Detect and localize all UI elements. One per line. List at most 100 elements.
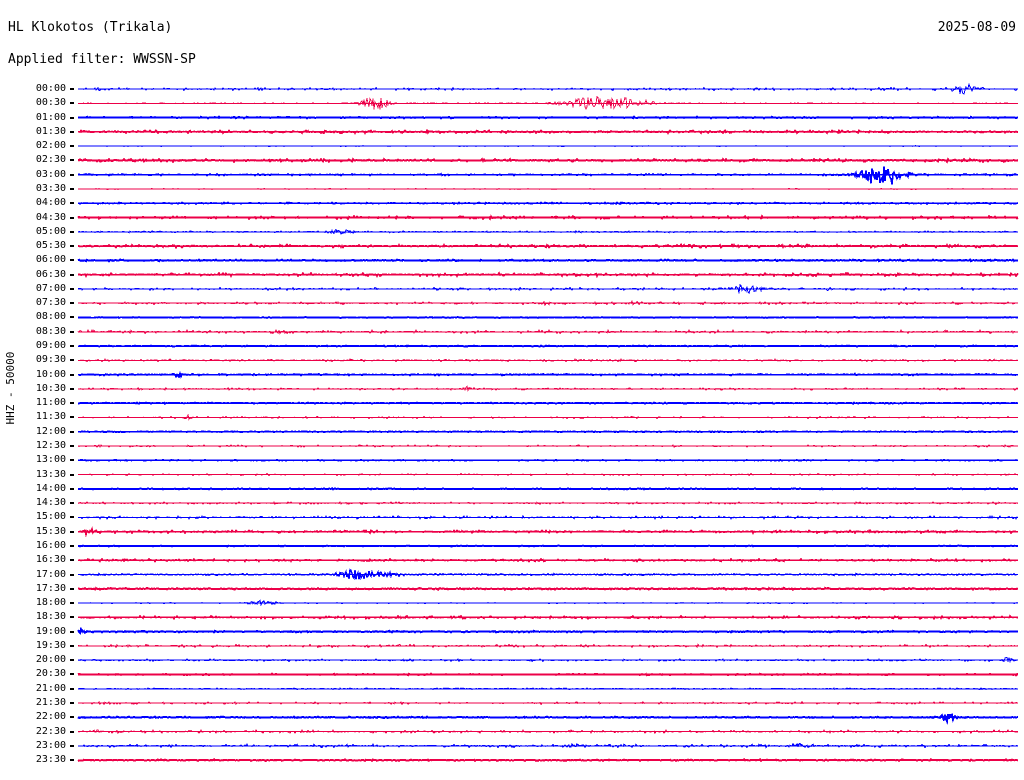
time-tick-label: 00:00 — [35, 83, 66, 94]
row-tick-mark — [70, 716, 74, 719]
time-tick-label: 14:30 — [35, 497, 66, 509]
time-tick-label: 12:30 — [35, 440, 66, 451]
row-tick-mark — [70, 587, 74, 590]
time-tick-label: 07:30 — [35, 297, 66, 309]
time-tick-label: 11:30 — [35, 411, 66, 423]
row-tick-mark — [70, 502, 74, 505]
row-tick-mark — [70, 730, 74, 733]
time-tick-label: 14:00 — [35, 482, 66, 494]
row-tick-mark — [70, 387, 74, 390]
row-tick-mark — [70, 116, 74, 119]
time-tick-label: 06:30 — [35, 268, 66, 280]
time-tick-label: 17:30 — [35, 582, 66, 594]
time-tick-label: 16:00 — [35, 539, 66, 551]
row-tick-mark — [70, 659, 74, 662]
row-tick-mark — [70, 316, 74, 319]
row-tick-mark — [70, 459, 74, 462]
row-tick-mark — [70, 616, 74, 619]
time-tick-label: 09:00 — [35, 340, 66, 352]
row-tick-mark — [70, 302, 74, 305]
row-tick-mark — [70, 273, 74, 276]
time-tick-label: 15:00 — [35, 511, 66, 523]
row-tick-mark — [70, 88, 74, 90]
time-tick-label: 20:00 — [35, 654, 66, 666]
row-tick-mark — [70, 473, 74, 476]
time-tick-label: 18:00 — [35, 597, 66, 609]
row-tick-mark — [70, 402, 74, 405]
time-tick-label: 01:00 — [35, 111, 66, 123]
time-tick-label: 12:00 — [35, 425, 66, 437]
row-tick-mark — [70, 130, 74, 133]
row-tick-mark — [70, 630, 74, 633]
time-tick-label: 05:00 — [35, 225, 66, 237]
time-tick-label: 11:00 — [35, 397, 66, 409]
row-tick-mark — [70, 187, 74, 190]
row-tick-mark — [70, 330, 74, 333]
row-tick-mark — [70, 516, 74, 519]
page-title: HL Klokotos (Trikala) — [8, 20, 173, 35]
row-tick-mark — [70, 644, 74, 647]
time-tick-label: 21:30 — [35, 697, 66, 709]
row-tick-mark — [70, 759, 74, 762]
applied-filter-label: Applied filter: WWSSN-SP — [8, 52, 196, 67]
time-tick-label: 15:30 — [35, 525, 66, 537]
time-tick-label: 05:30 — [35, 240, 66, 252]
trace-line — [77, 166, 1019, 185]
time-tick-label: 22:30 — [35, 725, 66, 737]
time-tick-label: 21:00 — [35, 682, 66, 694]
row-tick-mark — [70, 559, 74, 562]
trace-line — [77, 656, 1019, 664]
row-tick-mark — [70, 259, 74, 262]
time-tick-label: 20:30 — [35, 668, 66, 680]
time-tick-label: 02:30 — [35, 154, 66, 166]
time-tick-label: 13:00 — [35, 454, 66, 466]
row-tick-mark — [70, 744, 74, 747]
time-tick-label: 23:00 — [35, 739, 66, 751]
time-tick-label: 09:30 — [35, 354, 66, 366]
row-tick-mark — [70, 687, 74, 690]
time-tick-label: 10:30 — [35, 382, 66, 394]
time-tick-label: 17:00 — [35, 568, 66, 580]
row-tick-mark — [70, 702, 74, 705]
row-tick-mark — [70, 673, 74, 676]
row-tick-mark — [70, 530, 74, 533]
time-tick-label: 23:30 — [35, 754, 66, 766]
time-tick-label: 08:30 — [35, 325, 66, 337]
row-tick-mark — [70, 573, 74, 576]
time-tick-label: 10:00 — [35, 368, 66, 380]
time-tick-label: 18:30 — [35, 611, 66, 623]
row-tick-mark — [70, 602, 74, 605]
row-tick-mark — [70, 430, 74, 433]
row-tick-mark — [70, 202, 74, 205]
time-tick-label: 03:00 — [35, 168, 66, 180]
record-date: 2025-08-09 — [937, 20, 1016, 35]
row-tick-mark — [70, 287, 74, 290]
time-tick-label: 03:30 — [35, 182, 66, 194]
time-tick-label: 01:30 — [35, 125, 66, 137]
time-tick-label: 16:30 — [35, 554, 66, 566]
time-tick-label: 07:00 — [35, 282, 66, 294]
row-tick-mark — [70, 359, 74, 362]
row-tick-mark — [70, 159, 74, 162]
time-tick-label: 13:30 — [35, 468, 66, 480]
time-tick-label: 19:00 — [35, 625, 66, 637]
row-tick-mark — [70, 445, 74, 447]
time-tick-label: 22:00 — [35, 711, 66, 723]
row-tick-mark — [70, 345, 74, 348]
row-tick-mark — [70, 487, 74, 490]
time-tick-label: 04:00 — [35, 197, 66, 209]
row-tick-mark — [70, 373, 74, 376]
trace-line — [77, 385, 1019, 393]
row-tick-mark — [70, 245, 74, 248]
time-tick-label: 08:00 — [35, 311, 66, 323]
time-tick-label: 06:00 — [35, 254, 66, 266]
row-tick-mark — [70, 145, 74, 148]
time-tick-label: 04:30 — [35, 211, 66, 223]
time-tick-label: 19:30 — [35, 639, 66, 651]
row-tick-mark — [70, 173, 74, 176]
row-tick-mark — [70, 230, 74, 233]
row-tick-mark — [70, 102, 74, 105]
